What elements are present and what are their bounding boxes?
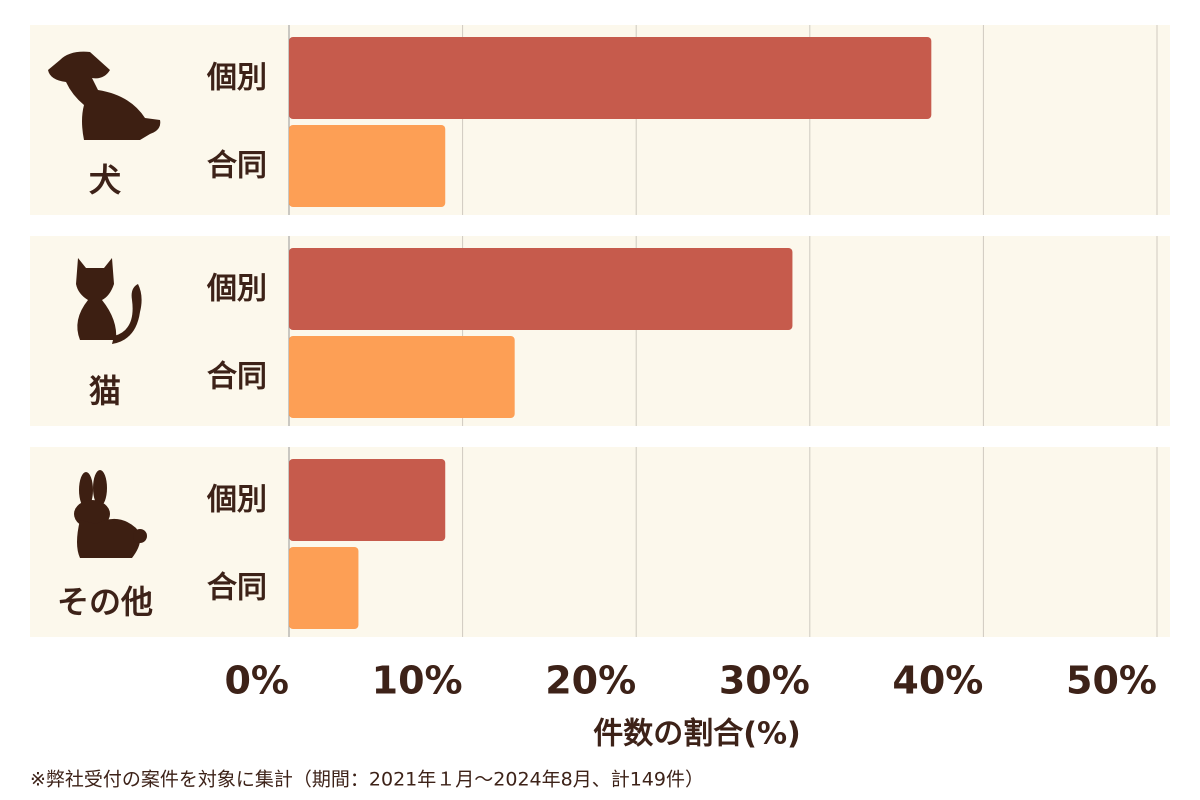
dog-icon <box>48 51 161 140</box>
x-axis-label: 件数の割合(%) <box>593 717 800 752</box>
series-label: 合同 <box>207 149 267 184</box>
series-label: 個別 <box>206 272 267 307</box>
x-tick-label: 50% <box>1066 659 1157 703</box>
group-panel <box>30 447 1170 637</box>
x-tick-label: 0% <box>224 659 289 703</box>
bar <box>289 547 359 629</box>
x-tick-label: 30% <box>719 659 810 703</box>
rabbit-icon <box>74 470 147 558</box>
footnote: ※弊社受付の案件を対象に集計（期間：2021年１月〜2024年8月、計149件） <box>30 769 704 791</box>
bar <box>289 336 515 418</box>
x-tick-label: 20% <box>545 659 636 703</box>
series-label: 合同 <box>207 571 267 606</box>
bars <box>289 37 932 629</box>
group-label: その他 <box>57 583 153 621</box>
bar <box>289 248 793 330</box>
x-tick-label: 40% <box>892 659 983 703</box>
cat-icon <box>76 258 142 344</box>
bar <box>289 459 446 541</box>
bar <box>289 37 932 119</box>
group-label: 犬 <box>89 161 121 199</box>
series-label: 合同 <box>207 360 267 395</box>
group-label: 猫 <box>89 372 121 410</box>
x-tick-label: 10% <box>372 659 463 703</box>
series-label: 個別 <box>206 483 267 518</box>
bar <box>289 125 446 207</box>
series-label: 個別 <box>206 61 267 96</box>
